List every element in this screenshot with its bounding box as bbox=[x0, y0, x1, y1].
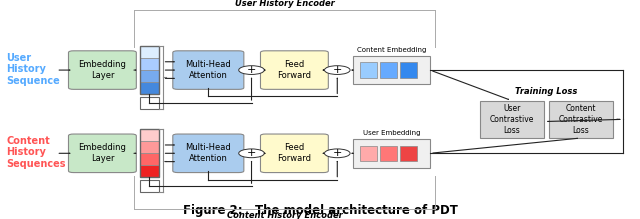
Bar bbox=[140, 46, 159, 58]
Bar bbox=[360, 146, 376, 161]
FancyBboxPatch shape bbox=[173, 51, 244, 89]
Text: User Embedding: User Embedding bbox=[363, 131, 420, 136]
Bar bbox=[353, 139, 430, 168]
Bar bbox=[140, 129, 159, 141]
Bar bbox=[140, 180, 159, 192]
Text: History: History bbox=[6, 64, 46, 74]
Bar bbox=[380, 62, 397, 78]
Text: User: User bbox=[6, 53, 31, 63]
Text: Multi-Head
Attention: Multi-Head Attention bbox=[186, 143, 231, 163]
FancyBboxPatch shape bbox=[260, 51, 328, 89]
Text: Content: Content bbox=[6, 136, 50, 146]
Bar bbox=[140, 153, 159, 165]
Bar bbox=[480, 101, 544, 138]
FancyBboxPatch shape bbox=[260, 134, 328, 173]
Bar bbox=[140, 70, 159, 82]
Bar bbox=[400, 146, 417, 161]
Text: History: History bbox=[6, 147, 46, 157]
Text: Content Embedding: Content Embedding bbox=[357, 47, 426, 53]
Text: +: + bbox=[247, 65, 256, 75]
Text: +: + bbox=[333, 148, 342, 158]
Text: Multi-Head
Attention: Multi-Head Attention bbox=[186, 60, 231, 80]
Text: Training Loss: Training Loss bbox=[515, 87, 578, 96]
Text: Content History Encoder: Content History Encoder bbox=[227, 211, 342, 219]
FancyBboxPatch shape bbox=[173, 134, 244, 173]
Text: User History Encoder: User History Encoder bbox=[235, 0, 335, 8]
Text: Feed
Forward: Feed Forward bbox=[277, 60, 312, 80]
Text: Sequence: Sequence bbox=[6, 76, 60, 86]
Text: Feed
Forward: Feed Forward bbox=[277, 143, 312, 163]
Circle shape bbox=[239, 149, 264, 158]
Bar bbox=[140, 58, 159, 70]
Bar bbox=[140, 129, 159, 177]
Text: Content
Contrastive
Loss: Content Contrastive Loss bbox=[559, 104, 604, 135]
Bar bbox=[360, 62, 376, 78]
Circle shape bbox=[239, 66, 264, 74]
Bar bbox=[140, 82, 159, 94]
Bar bbox=[140, 165, 159, 177]
Bar bbox=[380, 146, 397, 161]
Text: Figure 2:   The model architecture of PDT: Figure 2: The model architecture of PDT bbox=[182, 204, 458, 217]
FancyBboxPatch shape bbox=[68, 51, 136, 89]
Text: Sequences: Sequences bbox=[6, 159, 66, 169]
Text: +: + bbox=[247, 148, 256, 158]
Circle shape bbox=[324, 66, 350, 74]
Circle shape bbox=[324, 149, 350, 158]
Bar bbox=[400, 62, 417, 78]
Bar bbox=[140, 141, 159, 153]
Text: +: + bbox=[333, 65, 342, 75]
FancyBboxPatch shape bbox=[68, 134, 136, 173]
Text: Embedding
Layer: Embedding Layer bbox=[79, 143, 126, 163]
Text: Embedding
Layer: Embedding Layer bbox=[79, 60, 126, 80]
Text: User
Contrastive
Loss: User Contrastive Loss bbox=[490, 104, 534, 135]
Bar bbox=[353, 56, 430, 84]
Bar bbox=[140, 97, 159, 109]
Bar bbox=[140, 46, 159, 94]
Bar bbox=[549, 101, 613, 138]
